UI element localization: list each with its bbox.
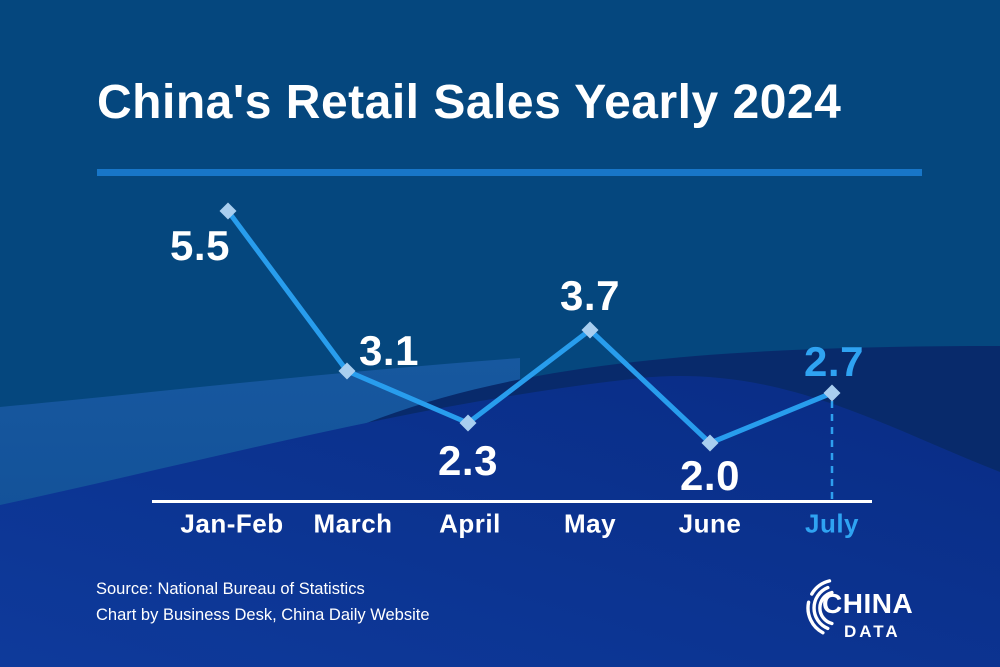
source-line-2: Chart by Business Desk, China Daily Webs… <box>96 606 430 624</box>
x-tick-march: March <box>313 508 393 539</box>
signal-arcs-icon <box>806 579 834 635</box>
value-label-may: 3.7 <box>560 272 620 319</box>
chart-title: China's Retail Sales Yearly 2024 <box>97 76 842 129</box>
wave-royal <box>0 375 1000 667</box>
x-tick-june: June <box>678 508 742 539</box>
source-line-1: Source: National Bureau of Statistics <box>96 580 365 598</box>
x-tick-may: May <box>563 508 617 539</box>
china-data-logo: CHINA DATA <box>800 575 940 653</box>
value-label-janfeb: 5.5 <box>170 222 230 269</box>
x-axis-line <box>152 500 872 503</box>
logo-text-data: DATA <box>844 622 901 641</box>
marker-diamond <box>823 384 841 402</box>
value-label-july: 2.7 <box>804 338 864 385</box>
value-label-march: 3.1 <box>359 327 419 374</box>
title-divider <box>97 169 922 176</box>
value-label-april: 2.3 <box>438 437 498 484</box>
marker-diamond <box>581 321 599 339</box>
logo-text-china: CHINA <box>822 588 914 619</box>
x-tick-janfeb: Jan-Feb <box>180 508 284 539</box>
x-tick-july: July <box>804 508 860 539</box>
source-note: Source: National Bureau of Statistics Ch… <box>96 576 430 628</box>
data-line <box>225 208 835 446</box>
value-label-june: 2.0 <box>680 452 740 499</box>
marker-diamond <box>701 434 719 452</box>
x-tick-april: April <box>439 508 501 539</box>
